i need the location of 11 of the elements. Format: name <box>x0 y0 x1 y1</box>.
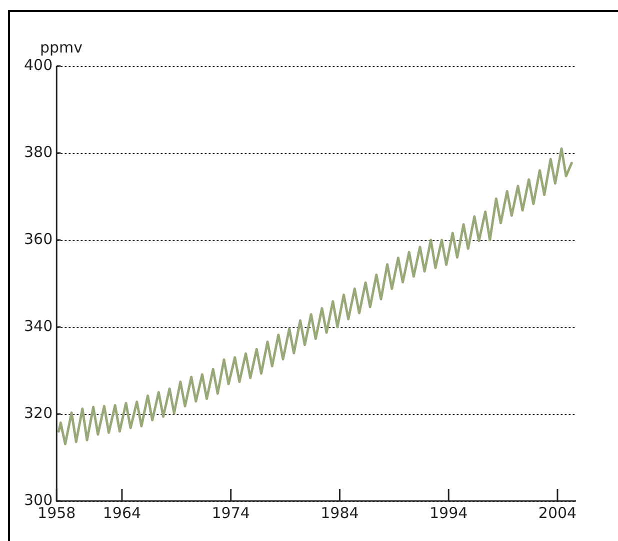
x-tick-label: 2004 <box>538 504 577 522</box>
y-tick-label: 340 <box>24 316 53 335</box>
x-tick-label: 1964 <box>102 504 142 522</box>
x-tick-label: 1974 <box>212 504 250 522</box>
x-tick-label: 1984 <box>320 504 359 522</box>
x-tick-label: 1994 <box>430 504 468 522</box>
y-axis-title: ppmv <box>40 38 83 56</box>
y-tick-label: 400 <box>24 56 53 74</box>
y-tick-label: 320 <box>24 404 53 422</box>
y-tick-label: 360 <box>24 230 53 248</box>
y-tick-label: 380 <box>24 142 53 161</box>
